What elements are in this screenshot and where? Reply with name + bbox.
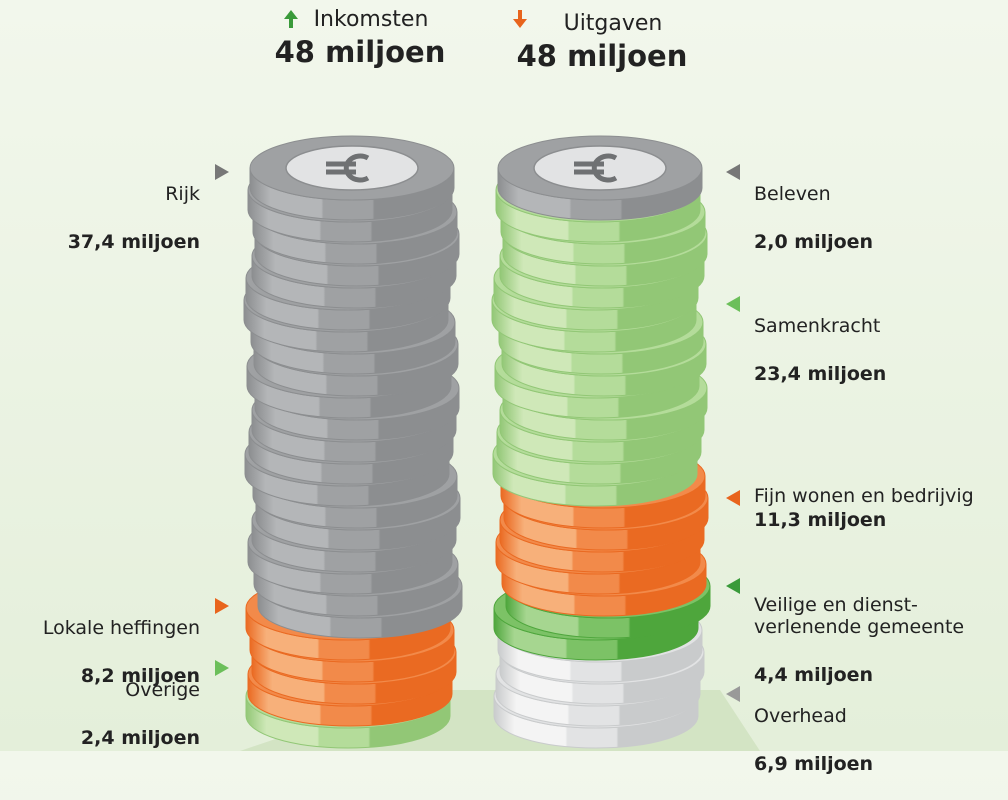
item-amount: 6,9 miljoen <box>754 752 873 776</box>
item-amount: 2,0 miljoen <box>754 230 873 254</box>
item-amount: 37,4 miljoen <box>68 230 200 254</box>
item-name: Lokale heffingen <box>43 616 200 640</box>
expense-item: Overhead 6,9 miljoen <box>754 680 873 800</box>
pointer <box>726 578 740 594</box>
expense-item: Samenkracht 23,4 miljoen <box>754 290 886 410</box>
page: {"header": { "income": {"label": "Inkoms… <box>0 0 1008 751</box>
item-name: Samenkracht <box>754 314 886 338</box>
expenses-label: Uitgaven <box>472 10 732 38</box>
income-item: Overige 2,4 miljoen <box>81 654 200 774</box>
coin-face <box>534 146 666 190</box>
pointer <box>726 490 740 506</box>
item-name: Rijk <box>68 182 200 206</box>
pointer <box>215 660 229 676</box>
expenses-amount: 48 miljoen <box>472 38 732 74</box>
item-name: Overhead <box>754 704 873 728</box>
item-amount: 11,3 miljoen <box>754 508 974 532</box>
item-name: Veilige en dienst- verlenende gemeente <box>754 594 964 638</box>
pointer <box>215 598 229 614</box>
pointer <box>215 164 229 180</box>
pointer <box>726 686 740 702</box>
income-item: Rijk 37,4 miljoen <box>68 158 200 278</box>
pointer <box>726 164 740 180</box>
item-name: Beleven <box>754 182 873 206</box>
item-amount: 2,4 miljoen <box>81 726 200 750</box>
item-name: Overige <box>81 678 200 702</box>
expenses-header: Uitgaven 48 miljoen <box>472 10 732 74</box>
item-name: Fijn wonen en bedrijvig <box>754 484 974 508</box>
expense-item: Fijn wonen en bedrijvig 11,3 miljoen <box>754 484 974 532</box>
income-header: Inkomsten 48 miljoen <box>230 6 490 70</box>
income-label: Inkomsten <box>230 6 490 34</box>
income-amount: 48 miljoen <box>230 34 490 70</box>
expense-item: Beleven 2,0 miljoen <box>754 158 873 278</box>
coin-face <box>286 146 418 190</box>
pointer <box>726 296 740 312</box>
item-amount: 23,4 miljoen <box>754 362 886 386</box>
